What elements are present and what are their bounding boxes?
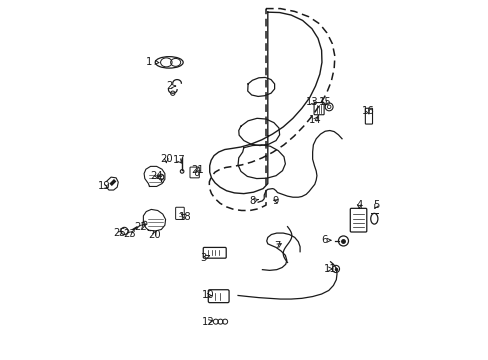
Text: 7: 7: [274, 241, 281, 251]
Text: 24: 24: [150, 171, 163, 181]
Text: 1: 1: [146, 57, 159, 67]
Text: 20: 20: [160, 154, 172, 164]
Text: 8: 8: [249, 196, 258, 206]
Text: 22: 22: [134, 222, 146, 232]
Text: 17: 17: [172, 155, 185, 165]
Text: 13: 13: [305, 97, 318, 107]
Text: 16: 16: [361, 106, 373, 116]
Text: 6: 6: [320, 235, 330, 245]
Text: 23: 23: [123, 229, 136, 239]
Text: 20: 20: [147, 230, 160, 239]
Text: 12: 12: [202, 317, 215, 327]
Text: 14: 14: [308, 115, 321, 125]
Text: 21: 21: [191, 165, 204, 175]
Text: 9: 9: [272, 196, 279, 206]
Text: 3: 3: [200, 253, 209, 263]
Text: 18: 18: [178, 212, 191, 221]
Text: 4: 4: [355, 200, 362, 210]
Text: 5: 5: [372, 200, 379, 210]
Text: 11: 11: [323, 264, 336, 274]
Text: 2: 2: [165, 81, 175, 91]
Text: 10: 10: [202, 291, 215, 301]
Text: 25: 25: [113, 228, 126, 238]
Text: 15: 15: [318, 97, 330, 107]
Text: 19: 19: [97, 181, 110, 192]
